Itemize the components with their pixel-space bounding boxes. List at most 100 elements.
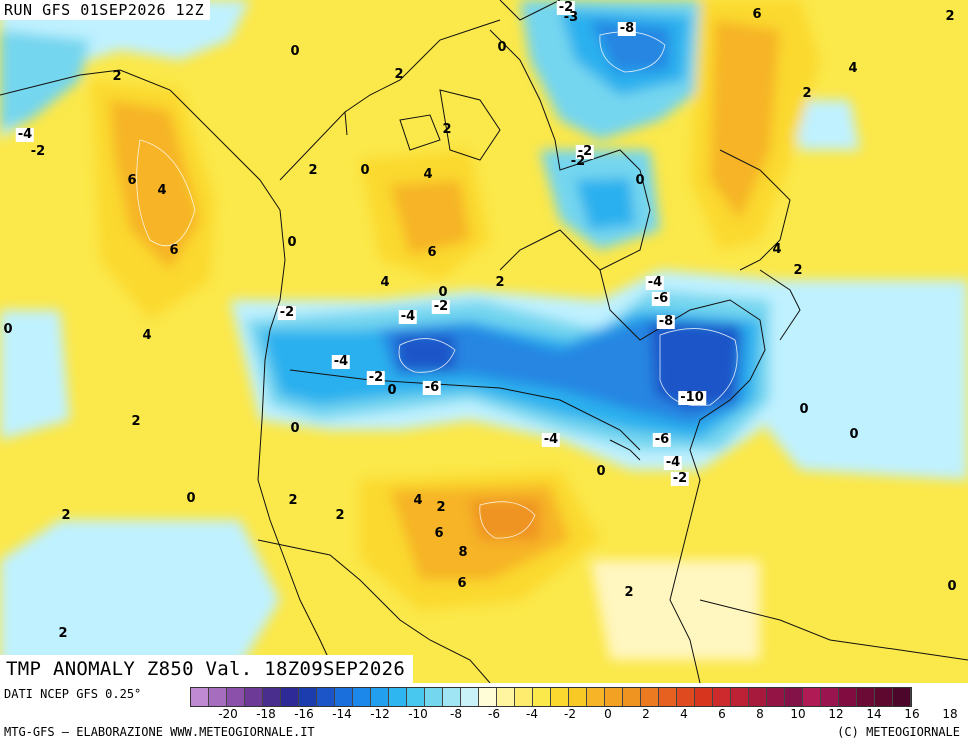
- legend-swatch: [695, 688, 713, 706]
- legend-tick-label: -16: [294, 707, 314, 721]
- legend-swatch: [875, 688, 893, 706]
- footer-copyright: (C) METEOGIORNALE: [837, 725, 960, 739]
- contour-label: -2: [575, 144, 595, 159]
- contour-label: 2: [308, 163, 318, 178]
- legend-tick-label: -14: [332, 707, 352, 721]
- contour-label: -8: [617, 21, 637, 36]
- contour-label: -4: [663, 455, 683, 470]
- contour-label: 2: [442, 122, 452, 137]
- legend-swatch: [407, 688, 425, 706]
- legend-swatch: [749, 688, 767, 706]
- run-header: RUN GFS 01SEP2026 12Z: [0, 0, 211, 20]
- legend-swatch: [713, 688, 731, 706]
- legend-swatch: [587, 688, 605, 706]
- contour-label: 2: [436, 500, 446, 515]
- data-source: DATI NCEP GFS 0.25°: [4, 687, 142, 701]
- legend-swatch: [659, 688, 677, 706]
- legend-swatch: [443, 688, 461, 706]
- legend-swatch: [371, 688, 389, 706]
- contour-label: 2: [58, 626, 68, 641]
- contour-label: 8: [458, 545, 468, 560]
- legend-tick-label: -2: [564, 707, 576, 721]
- contour-label: 2: [335, 508, 345, 523]
- legend-tick-label: 10: [790, 707, 806, 721]
- contour-label: -3: [563, 10, 579, 25]
- contour-label: -4: [331, 354, 351, 369]
- legend-swatch: [821, 688, 839, 706]
- legend-swatch: [461, 688, 479, 706]
- color-legend: DATI NCEP GFS 0.25° -20 -18 -16 -14 -12 -10 -8…: [0, 683, 968, 745]
- temperature-anomaly-map: [0, 0, 968, 683]
- legend-swatch: [641, 688, 659, 706]
- contour-label: 2: [802, 86, 812, 101]
- legend-tick-label: -4: [526, 707, 538, 721]
- contour-label: -6: [652, 432, 672, 447]
- contour-label: -2: [277, 305, 297, 320]
- contour-label: 2: [495, 275, 505, 290]
- legend-swatch: [479, 688, 497, 706]
- legend-swatch: [839, 688, 857, 706]
- contour-label: -4: [398, 309, 418, 324]
- contour-label: 0: [635, 173, 645, 188]
- contour-label: 4: [413, 493, 423, 508]
- legend-tick-label: 16: [904, 707, 920, 721]
- contour-label: -2: [570, 154, 586, 169]
- legend-swatch: [497, 688, 515, 706]
- contour-label: 0: [186, 491, 196, 506]
- contour-label: 4: [772, 242, 782, 257]
- contour-label: 0: [290, 421, 300, 436]
- contour-label: 0: [387, 383, 397, 398]
- legend-tick-label: 12: [828, 707, 844, 721]
- legend-swatch: [731, 688, 749, 706]
- legend-swatch: [533, 688, 551, 706]
- contour-label: 2: [61, 508, 71, 523]
- contour-label: 2: [793, 263, 803, 278]
- contour-label: 0: [360, 163, 370, 178]
- legend-swatch: [551, 688, 569, 706]
- legend-swatch: [893, 688, 911, 706]
- contour-label: 0: [287, 235, 297, 250]
- contour-label: 4: [380, 275, 390, 290]
- legend-swatch: [191, 688, 209, 706]
- contour-label: -4: [645, 275, 665, 290]
- legend-tick-label: -6: [488, 707, 500, 721]
- legend-swatch: [767, 688, 785, 706]
- contour-label: 4: [157, 183, 167, 198]
- contour-label: 6: [752, 7, 762, 22]
- map-canvas: [0, 0, 968, 683]
- contour-label: 6: [457, 576, 467, 591]
- footer-credit: MTG-GFS – ELABORAZIONE WWW.METEOGIORNALE…: [4, 725, 315, 739]
- contour-label: 2: [288, 493, 298, 508]
- contour-label: 0: [596, 464, 606, 479]
- contour-label: -2: [431, 299, 451, 314]
- contour-label: 0: [438, 285, 448, 300]
- legend-swatch: [785, 688, 803, 706]
- legend-swatch: [335, 688, 353, 706]
- contour-label: 4: [848, 61, 858, 76]
- legend-swatch: [281, 688, 299, 706]
- legend-tick-label: 2: [642, 707, 650, 721]
- legend-swatch: [623, 688, 641, 706]
- map-title: TMP ANOMALY Z850 Val. 18Z09SEP2026: [0, 655, 414, 683]
- contour-label: 0: [849, 427, 859, 442]
- contour-label: -4: [541, 432, 561, 447]
- contour-label: 6: [434, 526, 444, 541]
- legend-color-bar: [190, 687, 912, 707]
- contour-label: 6: [169, 243, 179, 258]
- contour-label: 2: [394, 67, 404, 82]
- legend-swatch: [263, 688, 281, 706]
- contour-label: 2: [945, 9, 955, 24]
- legend-tick-label: 18: [942, 707, 958, 721]
- contour-label: -2: [366, 370, 386, 385]
- legend-tick-label: 4: [680, 707, 688, 721]
- legend-swatch: [569, 688, 587, 706]
- legend-tick-label: -18: [256, 707, 276, 721]
- contour-label: -4: [15, 127, 35, 142]
- contour-label: -10: [678, 390, 706, 405]
- legend-tick-label: -20: [218, 707, 238, 721]
- contour-label: -6: [422, 380, 442, 395]
- legend-swatch: [515, 688, 533, 706]
- legend-swatch: [425, 688, 443, 706]
- contour-label: 2: [131, 414, 141, 429]
- contour-label: 4: [423, 167, 433, 182]
